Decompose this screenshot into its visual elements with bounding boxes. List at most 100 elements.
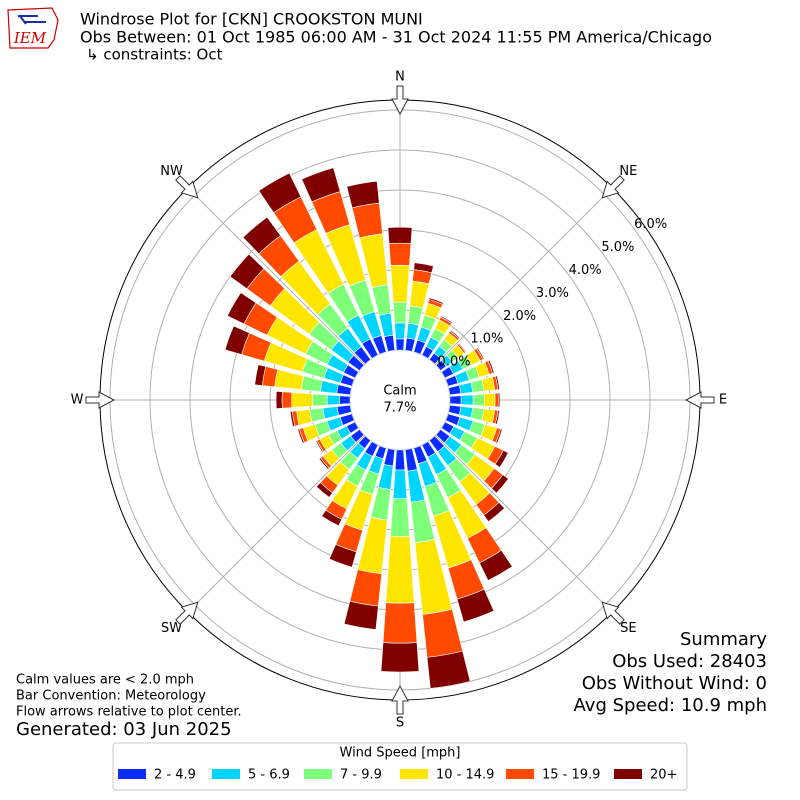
r-tick-label: 6.0%: [634, 217, 667, 232]
legend-swatch: [400, 769, 428, 779]
chart-title: Windrose Plot for [CKN] CROOKSTON MUNI: [80, 10, 423, 29]
wind-bar-segment: [479, 549, 513, 581]
wind-bar-segment: [387, 226, 413, 244]
direction-label: NW: [160, 164, 183, 179]
constraints: ↳ constraints: Oct: [86, 46, 223, 64]
wind-bar-segment: [487, 359, 495, 374]
flow-arrow-shape: [391, 684, 409, 715]
wind-bar-segment: [315, 482, 333, 498]
direction-label: NE: [619, 164, 637, 179]
r-tick-label: 0.0%: [438, 355, 471, 370]
wind-bar-segment: [343, 600, 379, 630]
r-tick-label: 2.0%: [503, 309, 536, 324]
grid-spoke: [187, 435, 365, 613]
wind-bar-segment: [289, 411, 296, 428]
wind-bar-segment: [385, 535, 415, 604]
wind-bar-segment: [380, 642, 420, 673]
wind-bar-segment: [426, 650, 471, 689]
wind-bar-segment: [390, 498, 410, 537]
wind-bar-segment: [275, 391, 283, 409]
wind-bar-segment: [229, 253, 265, 290]
legend-label: 15 - 19.9: [542, 768, 600, 783]
flow-arrow-shape: [175, 601, 199, 625]
grid-spoke: [187, 187, 365, 365]
wind-bar-segment: [382, 602, 418, 644]
r-tick-label: 5.0%: [601, 240, 634, 255]
flow-arrow-shape: [175, 175, 199, 199]
flow-arrow: [391, 684, 409, 715]
wind-bar-segment: [321, 509, 343, 527]
wind-bar-segment: [457, 342, 467, 353]
wind-bar-segment: [242, 216, 281, 255]
direction-label: SE: [620, 621, 636, 636]
wind-bar-segment: [258, 172, 302, 214]
note: Bar Convention: Meteorology: [16, 689, 206, 704]
wind-bar-segment: [483, 393, 496, 407]
legend: 2 - 4.9 5 - 6.9 7 - 9.9 10 - 14.9 15 - 19.9 2…: [118, 768, 677, 783]
summary-line: Avg Speed: 10.9 mph: [574, 695, 767, 716]
legend-swatch: [118, 769, 146, 779]
legend-label: 20+: [650, 768, 677, 783]
calm-value: 7.7%: [383, 401, 416, 416]
wind-bar-segment: [394, 322, 406, 340]
wind-bar-segment: [390, 264, 410, 303]
polar-plot: Calm 7.7% 0.0% 1.0%2.0%3.0%4.0% 5.0%6.0% N NE E…: [71, 70, 728, 731]
wind-bar-segment: [449, 395, 462, 405]
generated: Generated: 03 Jun 2025: [16, 719, 232, 740]
direction-label: W: [71, 393, 84, 408]
wind-bar-segment: [449, 329, 461, 340]
wind-bar-segment: [291, 392, 313, 408]
wind-bar-segment: [494, 392, 499, 408]
wind-bar-segment: [472, 393, 485, 407]
legend-label: 5 - 6.9: [248, 768, 290, 783]
logo-mark: [18, 15, 46, 25]
wind-bar-segment: [460, 394, 474, 406]
r-tick-label: 1.0%: [470, 332, 503, 347]
wind-bar-segment: [312, 393, 328, 407]
wind-bar-segment: [281, 391, 293, 409]
wind-bar-segment: [388, 242, 412, 266]
flow-arrow-shape: [601, 175, 625, 199]
direction-label: E: [719, 393, 727, 408]
legend-label: 7 - 9.9: [340, 768, 382, 783]
wind-bar-segment: [301, 167, 341, 203]
wind-bar-segment: [326, 394, 341, 406]
flow-arrow-shape: [684, 391, 715, 409]
wind-bar-segment: [428, 297, 444, 305]
calm-circle: [351, 351, 449, 449]
grid-spoke: [435, 435, 613, 613]
direction-label: N: [395, 70, 405, 85]
wind-bar-segment: [392, 469, 408, 500]
flow-arrow: [391, 85, 409, 116]
legend-title: Wind Speed [mph]: [340, 746, 461, 761]
note: Calm values are < 2.0 mph: [16, 673, 194, 688]
wind-bar-segment: [346, 180, 380, 209]
wind-bar-segment: [395, 338, 405, 351]
flow-arrow-shape: [85, 391, 116, 409]
r-tick-label: 4.0%: [569, 263, 602, 278]
flow-arrow-shape: [391, 85, 409, 116]
legend-label: 2 - 4.9: [154, 768, 196, 783]
wind-bar-segment: [296, 409, 313, 426]
flow-arrow: [601, 175, 625, 199]
legend-box: [112, 742, 688, 791]
wind-bar-segment: [315, 440, 324, 453]
wind-bar-segment: [494, 449, 509, 468]
direction-label: S: [396, 716, 404, 731]
wind-bar-segment: [456, 588, 495, 623]
wind-bar-segment: [227, 292, 257, 325]
legend-swatch: [212, 769, 240, 779]
wind-bar-segment: [497, 392, 501, 408]
logo: IEM: [7, 7, 59, 49]
legend-swatch: [304, 769, 332, 779]
r-tick-label: 3.0%: [536, 286, 569, 301]
chart-subtitle: Obs Between: 01 Oct 1985 06:00 AM - 31 O…: [80, 28, 712, 47]
summary-line: Obs Without Wind: 0: [582, 673, 767, 694]
summary-line: Summary: [680, 629, 767, 650]
wind-bar-segment: [495, 375, 500, 391]
wind-bar-segment: [328, 543, 357, 568]
legend-swatch: [506, 769, 534, 779]
wind-bar-segment: [495, 428, 503, 444]
wind-bar-segment: [339, 395, 351, 405]
